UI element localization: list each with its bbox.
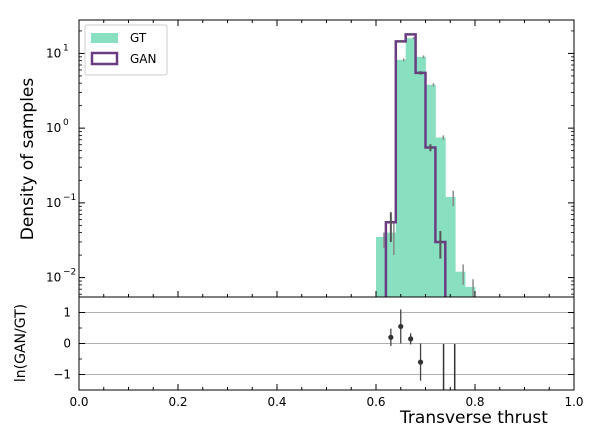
legend-gan-swatch [90, 51, 119, 66]
legend-gan-label: GAN [130, 52, 156, 66]
bottom-y-tick-label: 0 [63, 337, 71, 351]
top-y-tick-label: 10 [46, 121, 61, 135]
top-y-tick-exponent: −1 [63, 193, 76, 203]
gt-bar [445, 196, 456, 297]
ratio-point [388, 334, 394, 340]
top-y-tick-exponent: 0 [63, 118, 69, 128]
legend-gt-swatch [91, 33, 118, 43]
gt-bar [405, 38, 416, 298]
bottom-y-tick-label: 1 [63, 306, 71, 320]
gan-step-line [384, 33, 447, 297]
ratio-panel: 1 0 −1 0.0 0.2 0.4 0.6 0.8 1.0 [53, 296, 584, 409]
legend-box [84, 24, 168, 76]
top-y-tick-label: 10 [46, 271, 61, 285]
gt-bar [425, 84, 436, 297]
ratio-point [398, 323, 404, 330]
gt-bar [395, 59, 407, 297]
top-y-tick-label: 10 [46, 46, 61, 60]
x-tick-label: 0.2 [168, 395, 187, 409]
top-y-axis-label: Density of samples [18, 78, 38, 241]
top-y-tick-exponent: −2 [63, 268, 76, 278]
legend-gt-label: GT [130, 31, 147, 45]
gt-bar [415, 56, 426, 297]
x-tick-label: 0.6 [366, 395, 385, 409]
x-tick-label: 0.0 [69, 395, 88, 409]
gt-bar [376, 236, 387, 297]
gt-bar [455, 271, 466, 297]
x-axis-label: Transverse thrust [399, 408, 548, 428]
top-y-tick-label: 10 [46, 196, 61, 210]
legend: GT GAN [84, 24, 168, 76]
gt-bar [385, 232, 397, 297]
bottom-y-tick-label: −1 [53, 368, 71, 382]
top-y-tick-exponent: 1 [63, 43, 69, 53]
x-tick-label: 0.8 [465, 395, 484, 409]
x-tick-label: 1.0 [564, 395, 583, 409]
gt-bar [465, 286, 476, 297]
ratio-point [408, 336, 414, 342]
ratio-point [417, 359, 424, 365]
gt-bar [435, 137, 446, 297]
x-tick-label: 0.4 [267, 395, 286, 409]
bottom-y-axis-label: ln(GAN/GT) [13, 304, 29, 382]
